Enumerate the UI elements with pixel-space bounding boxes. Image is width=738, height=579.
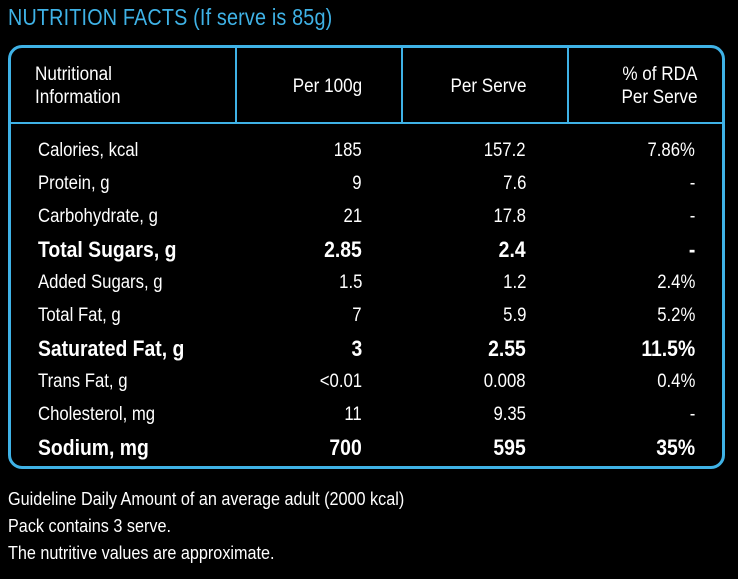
header-divider (11, 122, 722, 124)
nutrient-name: Carbohydrate, g (38, 206, 158, 227)
column-divider (401, 48, 403, 122)
per-serve-value: 1.2 (502, 272, 526, 293)
per-100g-value: <0.01 (319, 371, 362, 392)
nutrition-table: Nutritional Information Per 100g Per Ser… (8, 45, 725, 469)
rda-value: - (689, 206, 695, 227)
per-100g-value: 3 (351, 336, 362, 361)
nutrient-name: Protein, g (38, 173, 110, 194)
per-serve-value: 2.55 (488, 336, 526, 361)
header-per-serve: Per Serve (449, 76, 526, 97)
rda-value: - (688, 237, 695, 262)
rda-value: 0.4% (656, 371, 695, 392)
rda-value: 7.86% (647, 140, 695, 161)
footer-guideline: Guideline Daily Amount of an average adu… (8, 489, 405, 509)
column-divider (567, 48, 569, 122)
nutrient-name: Cholesterol, mg (38, 404, 156, 425)
per-100g-value: 7 (352, 305, 362, 326)
nutrient-name: Calories, kcal (38, 140, 139, 161)
table-row: Calories, kcal 185 157.2 7.86% (11, 135, 722, 167)
table-row: Total Sugars, g 2.85 2.4 - (11, 234, 722, 266)
per-100g-value: 11 (344, 404, 362, 425)
table-row: Trans Fat, g <0.01 0.008 0.4% (11, 366, 722, 398)
per-serve-value: 7.6 (502, 173, 526, 194)
nutrient-name: Saturated Fat, g (38, 336, 185, 361)
per-serve-value: 17.8 (493, 206, 526, 227)
table-row: Saturated Fat, g 3 2.55 11.5% (11, 333, 722, 365)
column-divider (235, 48, 237, 122)
per-serve-value: 595 (493, 435, 526, 460)
per-serve-value: 5.9 (502, 305, 526, 326)
nutrient-name: Sodium, mg (38, 435, 149, 460)
header-nutrient-line2: Information (35, 87, 121, 108)
nutrient-name: Added Sugars, g (38, 272, 163, 293)
footer-disclaimer: The nutritive values are approximate. (8, 543, 275, 563)
header-nutrient-line1: Nutritional (35, 64, 112, 85)
rda-value: - (689, 404, 695, 425)
per-100g-value: 9 (352, 173, 362, 194)
table-row: Carbohydrate, g 21 17.8 - (11, 201, 722, 233)
rda-value: 35% (656, 435, 695, 460)
per-serve-value: 0.008 (484, 371, 526, 392)
per-100g-value: 21 (343, 206, 362, 227)
table-row: Cholesterol, mg 11 9.35 - (11, 399, 722, 431)
per-100g-value: 2.85 (324, 237, 362, 262)
table-row: Total Fat, g 7 5.9 5.2% (11, 300, 722, 332)
per-serve-value: 157.2 (484, 140, 526, 161)
footer-pack-serves: Pack contains 3 serve. (8, 516, 171, 536)
header-per-100g: Per 100g (292, 76, 362, 97)
table-row: Added Sugars, g 1.5 1.2 2.4% (11, 267, 722, 299)
rda-value: 5.2% (656, 305, 695, 326)
rda-value: - (689, 173, 695, 194)
header-rda-line1: % of RDA (621, 64, 697, 85)
rda-value: 11.5% (641, 336, 695, 361)
per-100g-value: 700 (329, 435, 362, 460)
nutrient-name: Trans Fat, g (38, 371, 128, 392)
rda-value: 2.4% (656, 272, 695, 293)
table-row: Protein, g 9 7.6 - (11, 168, 722, 200)
per-100g-value: 185 (334, 140, 362, 161)
per-100g-value: 1.5 (338, 272, 362, 293)
nutrient-name: Total Sugars, g (38, 237, 177, 262)
per-serve-value: 2.4 (499, 237, 526, 262)
per-serve-value: 9.35 (493, 404, 526, 425)
nutrient-name: Total Fat, g (38, 305, 121, 326)
page-title: NUTRITION FACTS (If serve is 85g) (8, 4, 333, 30)
header-rda-line2: Per Serve (620, 87, 697, 108)
table-row: Sodium, mg 700 595 35% (11, 432, 722, 464)
